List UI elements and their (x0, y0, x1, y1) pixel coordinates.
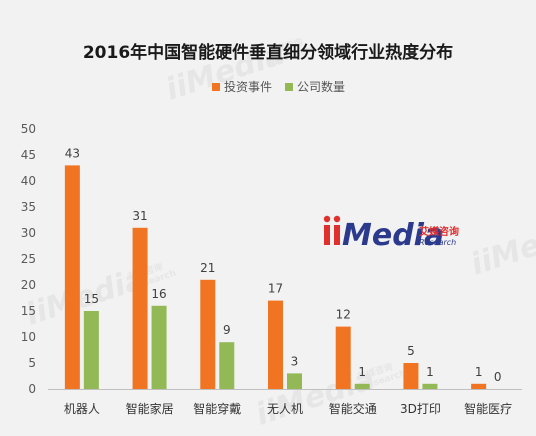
y-tick-label: 35 (21, 200, 36, 214)
legend-label-1: 公司数量 (297, 79, 345, 94)
logo-brand: Media (342, 218, 444, 253)
data-label-0-6: 1 (475, 365, 483, 379)
y-tick-label: 30 (21, 226, 36, 240)
legend-label-0: 投资事件 (224, 79, 272, 94)
data-label-1-1: 16 (151, 287, 166, 301)
y-tick-label: 40 (21, 174, 36, 188)
x-category-label: 智能家居 (126, 401, 174, 416)
chart-title: 2016年中国智能硬件垂直细分领域行业热度分布 (83, 42, 453, 63)
logo-cn: 艾媒咨询 (419, 225, 459, 238)
bar-0-5 (403, 363, 419, 389)
y-tick-label: 15 (21, 304, 36, 318)
data-label-0-0: 43 (65, 146, 80, 160)
x-category-label: 机器人 (64, 402, 100, 416)
watermark-brand: iiMedia (467, 211, 536, 282)
data-label-1-3: 3 (291, 354, 299, 368)
data-label-0-3: 17 (268, 282, 283, 296)
legend: 投资事件 公司数量 (212, 79, 345, 94)
bar-1-4 (354, 383, 370, 389)
y-tick-label: 45 (21, 148, 36, 162)
x-category-label: 无人机 (267, 402, 303, 416)
logo-bar-left (324, 225, 330, 245)
bar-0-2 (200, 279, 216, 389)
bar-1-5 (422, 383, 438, 389)
bar-1-1 (151, 305, 167, 389)
bars (64, 165, 487, 389)
x-category-label: 智能医疗 (464, 401, 512, 416)
y-tick-label: 50 (21, 122, 36, 136)
y-tick-label: 20 (21, 278, 36, 292)
data-label-1-2: 9 (223, 323, 231, 337)
data-label-1-6: 0 (494, 370, 502, 384)
data-label-0-4: 12 (336, 308, 351, 322)
data-label-0-1: 31 (132, 209, 147, 223)
x-category-label: 智能穿戴 (193, 401, 241, 416)
data-label-1-4: 1 (358, 365, 366, 379)
bar-1-3 (287, 373, 302, 389)
y-tick-label: 25 (21, 252, 36, 266)
legend-swatch-0 (212, 83, 220, 91)
bar-0-0 (64, 165, 80, 389)
data-label-0-5: 5 (407, 344, 415, 358)
bar-0-1 (132, 227, 148, 389)
bar-0-6 (471, 383, 487, 389)
logo-en: Research (419, 238, 456, 247)
x-category-label: 3D打印 (400, 402, 441, 416)
logo-dot-left (323, 215, 331, 223)
y-tick-label: 10 (21, 330, 36, 344)
logo-bar-right (334, 225, 340, 245)
bar-0-4 (335, 326, 351, 389)
data-label-1-0: 15 (84, 292, 99, 306)
data-label-0-2: 21 (200, 261, 215, 275)
y-tick-label: 5 (28, 356, 36, 370)
x-category-label: 智能交通 (329, 401, 377, 416)
legend-swatch-1 (285, 83, 293, 91)
bar-1-0 (83, 311, 99, 389)
logo-dot-right (333, 215, 341, 223)
y-tick-label: 0 (28, 382, 36, 396)
bar-0-3 (268, 300, 283, 389)
bar-1-2 (219, 342, 235, 389)
data-label-1-5: 1 (426, 365, 434, 379)
